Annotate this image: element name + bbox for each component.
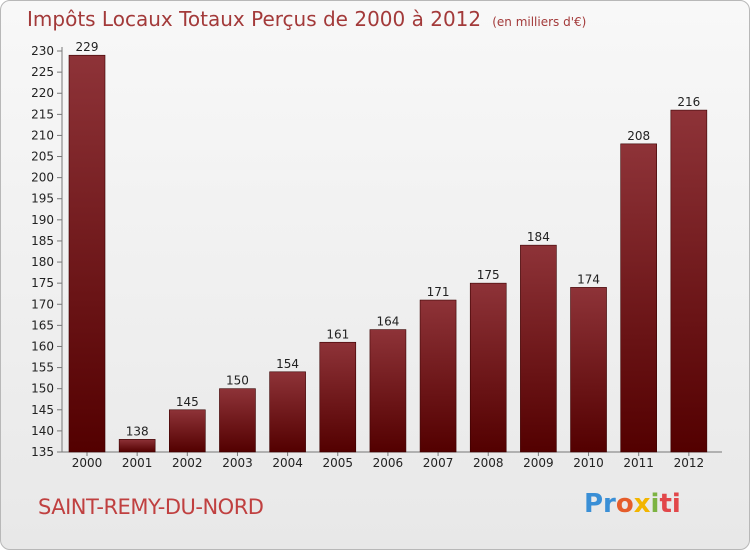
y-tick-label: 155 xyxy=(31,361,54,375)
bar xyxy=(469,282,507,453)
y-tick-label: 230 xyxy=(31,44,54,58)
bar xyxy=(269,371,306,453)
data-label: 174 xyxy=(577,272,600,286)
x-tick-label: 2008 xyxy=(473,456,504,470)
y-tick-label: 195 xyxy=(31,192,54,206)
x-tick-label: 2010 xyxy=(573,456,604,470)
y-tick-label: 185 xyxy=(31,234,54,248)
y-tick-label: 165 xyxy=(31,318,54,332)
y-tick-label: 190 xyxy=(31,213,54,227)
data-label: 229 xyxy=(76,40,99,54)
y-tick-label: 145 xyxy=(31,403,54,417)
y-tick-label: 135 xyxy=(31,445,54,459)
bar xyxy=(68,54,106,453)
y-tick-label: 225 xyxy=(31,65,54,79)
bar xyxy=(419,299,457,453)
y-tick-label: 215 xyxy=(31,107,54,121)
data-label: 138 xyxy=(126,424,149,438)
bar xyxy=(369,329,407,453)
y-tick-label: 200 xyxy=(31,171,54,185)
y-tick-label: 160 xyxy=(31,339,54,353)
x-tick-label: 2006 xyxy=(373,456,404,470)
bar xyxy=(118,439,156,453)
x-tick-label: 2011 xyxy=(623,456,654,470)
data-label: 175 xyxy=(477,268,500,282)
bar xyxy=(169,409,206,453)
x-tick-label: 2005 xyxy=(322,456,353,470)
x-tick-label: 2001 xyxy=(122,456,153,470)
data-label: 161 xyxy=(326,327,349,341)
x-axis: 2000 2001 2002 2003 2004 2005 2006 2007 2008 2009… xyxy=(62,451,722,470)
data-label: 145 xyxy=(176,395,199,409)
data-label: 171 xyxy=(427,285,450,299)
bar xyxy=(319,341,357,453)
bar xyxy=(620,143,657,453)
commune-name: SAINT-REMY-DU-NORD xyxy=(38,495,264,519)
y-tick-label: 205 xyxy=(31,150,54,164)
logo-part: o xyxy=(615,489,634,519)
bar xyxy=(570,287,607,453)
x-tick-label: 2002 xyxy=(172,456,203,470)
bar-chart: 135 140 145 150 155 160 165 170 175 180 185 190 195 2… xyxy=(31,40,722,470)
data-label: 216 xyxy=(677,95,700,109)
x-tick-label: 2012 xyxy=(674,456,705,470)
x-tick-label: 2000 xyxy=(72,456,103,470)
data-label: 208 xyxy=(627,129,650,143)
logo-part: Pr xyxy=(584,489,616,519)
bars: 229 138 145 150 154 161 164 171 175 184 174 208 216 xyxy=(68,40,708,453)
data-label: 150 xyxy=(226,374,249,388)
x-tick-label: 2009 xyxy=(523,456,554,470)
bar xyxy=(219,388,256,453)
y-tick-label: 150 xyxy=(31,382,54,396)
bar xyxy=(670,109,708,453)
y-tick-label: 140 xyxy=(31,424,54,438)
logo-part: ti xyxy=(659,489,681,519)
logo-part: i xyxy=(650,489,660,519)
chart-title: Impôts Locaux Totaux Perçus de 2000 à 20… xyxy=(27,7,482,31)
data-label: 154 xyxy=(276,357,299,371)
chart-unit: (en milliers d'€) xyxy=(492,15,587,29)
x-tick-label: 2004 xyxy=(272,456,303,470)
x-tick-label: 2007 xyxy=(423,456,454,470)
proxiti-logo[interactable]: Proxiti xyxy=(584,489,681,519)
y-axis: 135 140 145 150 155 160 165 170 175 180 185 190 195 2… xyxy=(31,44,63,459)
y-tick-label: 170 xyxy=(31,297,54,311)
data-label: 164 xyxy=(376,315,399,329)
bar xyxy=(520,244,557,453)
y-tick-label: 180 xyxy=(31,255,54,269)
y-tick-label: 175 xyxy=(31,276,54,290)
x-tick-label: 2003 xyxy=(222,456,253,470)
logo-part: x xyxy=(633,489,651,519)
y-tick-label: 210 xyxy=(31,128,54,142)
data-label: 184 xyxy=(527,230,550,244)
y-tick-label: 220 xyxy=(31,86,54,100)
title-row: Impôts Locaux Totaux Perçus de 2000 à 20… xyxy=(27,7,586,31)
